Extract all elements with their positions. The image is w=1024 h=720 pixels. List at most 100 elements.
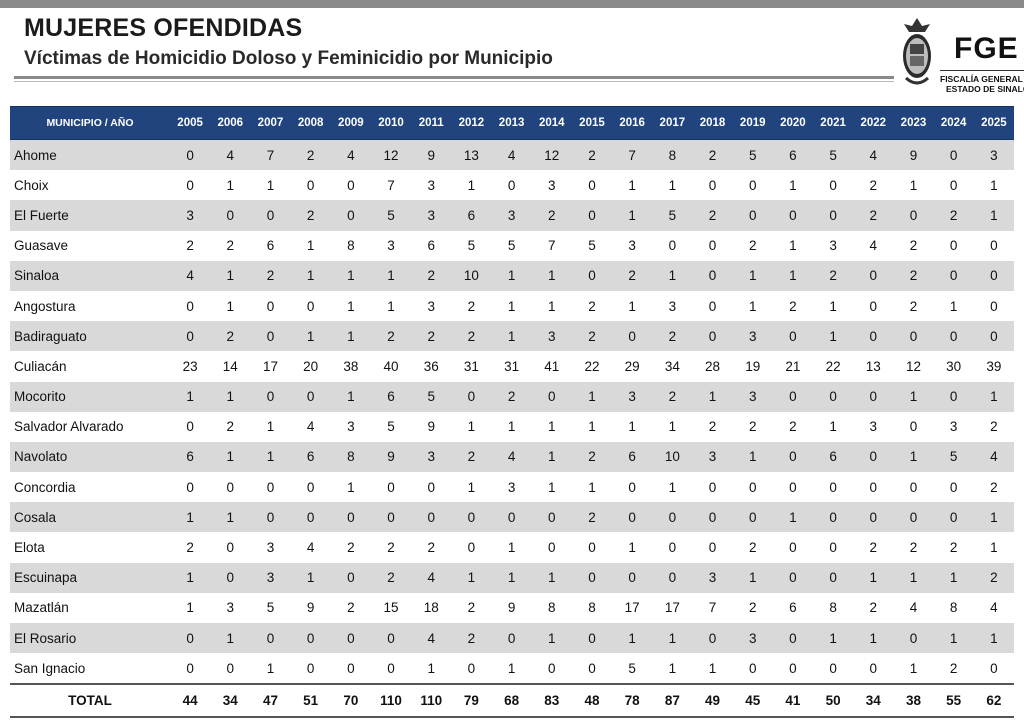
- table-cell: 2: [692, 139, 733, 171]
- table-cell: 5: [266, 600, 275, 616]
- table-cell: 2: [748, 540, 757, 556]
- table-cell: 2: [290, 139, 331, 171]
- table-cell: 9: [427, 419, 435, 435]
- table-cell: 0: [186, 479, 194, 495]
- table-cell: 0: [427, 479, 435, 495]
- table-cell: 9: [893, 139, 934, 171]
- table-cell: 0: [306, 177, 315, 193]
- table-cell: 1: [531, 441, 572, 473]
- table-cell: 2: [789, 419, 797, 435]
- table-cell: 12: [531, 139, 572, 171]
- table-cell: 0: [370, 623, 412, 654]
- table-row: Mazatlán 1 3 5 9 2 15 18 2 9 8 8 17 17 7 2 6 8 2 4 8 4: [10, 593, 1014, 623]
- table-cell: 2: [347, 600, 355, 616]
- table-cell: 0: [772, 321, 813, 352]
- table-cell: 0: [893, 623, 934, 654]
- table-cell: 0: [411, 502, 452, 533]
- table-cell: 0: [347, 660, 355, 676]
- table-cell: 1: [290, 321, 331, 352]
- table-cell: 2: [789, 298, 797, 314]
- table-cell: 0: [813, 200, 854, 231]
- municipio-name: Choix: [14, 177, 49, 193]
- table-cell: 1: [973, 200, 1014, 231]
- table-cell: 1: [330, 321, 371, 352]
- header-divider: [14, 76, 894, 79]
- table-cell: 3: [491, 200, 532, 231]
- table-cell: 3: [266, 540, 275, 556]
- table-cell: 1: [588, 479, 596, 495]
- table-cell: 1: [652, 623, 693, 654]
- table-cell: 12: [905, 358, 921, 374]
- table-cell: 0: [652, 502, 693, 533]
- table-cell: 0: [290, 381, 331, 412]
- table-cell: 40: [383, 358, 399, 374]
- table-cell: 8: [949, 600, 958, 616]
- column-header-year: 2005: [170, 106, 211, 140]
- table-cell: 0: [973, 260, 1014, 291]
- municipio-name: El Fuerte: [10, 200, 170, 231]
- table-row: Salvador Alvarado 0 2 1 4 3 5 9 1 1 1 1 1 1 2 2 2 1 3 0 3 2: [10, 412, 1014, 442]
- table-cell: 0: [330, 562, 371, 593]
- column-header-year: 2025: [973, 106, 1014, 140]
- table-cell: 36: [423, 358, 439, 374]
- table-cell: 2: [909, 298, 918, 314]
- column-header-year: 2006: [210, 106, 251, 140]
- total-cell: 50: [813, 683, 854, 718]
- column-header-year: 2021: [813, 106, 854, 140]
- table-cell: 1: [531, 623, 572, 654]
- table-cell: 0: [250, 321, 291, 352]
- table-header-row: MUNICIPIO / AÑO 2005 2006 2007 2008 2009 2010…: [10, 106, 1014, 140]
- table-cell: 0: [170, 623, 211, 654]
- table-cell: 0: [612, 562, 653, 593]
- table-cell: 1: [387, 298, 395, 314]
- table-cell: 0: [210, 200, 251, 231]
- table-cell: 1: [933, 623, 974, 654]
- table-cell: 1: [467, 479, 476, 495]
- column-header-year: 2011: [411, 106, 452, 140]
- table-cell: 1: [210, 381, 251, 412]
- table-cell: 0: [170, 321, 211, 352]
- municipio-name: Escuinapa: [10, 562, 170, 593]
- table-cell: 8: [829, 600, 837, 616]
- table-cell: 0: [507, 177, 516, 193]
- total-cell: 83: [531, 683, 572, 718]
- municipio-name: Concordia: [14, 479, 76, 495]
- table-cell: 0: [290, 623, 331, 654]
- total-cell: 41: [772, 683, 813, 718]
- table-row: Navolato 6 1 1 6 8 9 3 2 4 1 2 6 10 3 1 0 6 0 1 5 4: [10, 441, 1014, 473]
- table-cell: 1: [692, 381, 733, 412]
- table-cell: 29: [624, 358, 640, 374]
- table-cell: 7: [387, 177, 395, 193]
- table-cell: 4: [306, 540, 315, 556]
- table-cell: 28: [705, 358, 721, 374]
- table-cell: 0: [588, 177, 596, 193]
- column-header-year: 2024: [933, 106, 974, 140]
- table-cell: 3: [387, 238, 395, 254]
- table-cell: 0: [612, 502, 653, 533]
- table-cell: 1: [668, 177, 677, 193]
- table-cell: 0: [813, 502, 854, 533]
- table-cell: 0: [548, 540, 556, 556]
- table-cell: 8: [548, 600, 556, 616]
- table-row: Angostura 0 1 0 0 1 1 3 2 1 1 2 1 3 0 1 2 1 0 2 1 0: [10, 291, 1014, 321]
- table-cell: 0: [990, 298, 998, 314]
- table-cell: 0: [869, 298, 878, 314]
- table-cell: 5: [507, 238, 516, 254]
- table-cell: 1: [612, 200, 653, 231]
- table-cell: 1: [170, 562, 211, 593]
- table-cell: 17: [664, 600, 680, 616]
- table-cell: 0: [226, 660, 235, 676]
- total-cell: 34: [210, 683, 251, 718]
- table-cell: 0: [853, 502, 894, 533]
- table-cell: 0: [990, 238, 998, 254]
- table-cell: 4: [330, 139, 371, 171]
- table-cell: 5: [387, 419, 395, 435]
- table-cell: 4: [909, 600, 918, 616]
- column-header-year: 2008: [290, 106, 331, 140]
- table-cell: 8: [588, 600, 596, 616]
- municipio-name: Mazatlán: [14, 600, 69, 616]
- table-cell: 6: [772, 139, 813, 171]
- table-cell: 1: [652, 260, 693, 291]
- table-cell: 3: [732, 321, 773, 352]
- table-cell: 0: [772, 441, 813, 473]
